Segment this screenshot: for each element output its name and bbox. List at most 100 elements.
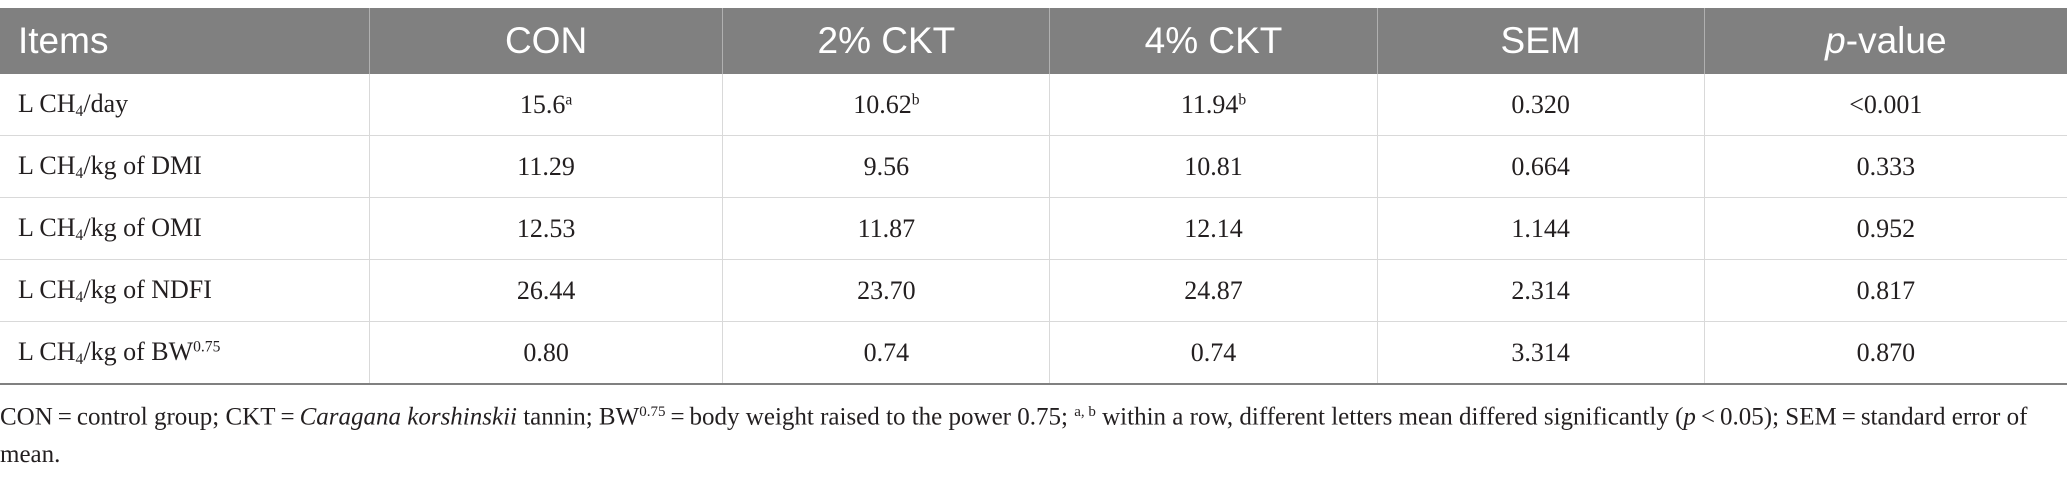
- row-label-sub: 4: [75, 350, 84, 368]
- footnote-bw-sup: 0.75: [639, 404, 666, 420]
- header-items: Items: [0, 8, 370, 74]
- row-label-sub: 4: [75, 226, 84, 244]
- row-label-post: /day: [83, 88, 129, 118]
- header-pvalue-rest: -value: [1845, 20, 1947, 61]
- cell-pvalue-value: 0.870: [1856, 337, 1916, 367]
- row-label-sub: 4: [75, 164, 84, 182]
- cell-con-letter: a: [565, 90, 573, 108]
- cell-2ckt-value: 10.62: [853, 89, 912, 119]
- cell-4ckt-value: 24.87: [1184, 275, 1243, 305]
- cell-pvalue-value: 0.817: [1856, 275, 1916, 305]
- row-label-post: /kg of DMI: [83, 150, 202, 180]
- row-label-sub: 4: [75, 288, 84, 306]
- cell-2ckt: 9.56: [722, 135, 1050, 198]
- cell-pvalue-value: <0.001: [1849, 89, 1923, 119]
- cell-con: 26.44: [368, 259, 723, 322]
- cell-2ckt: 23.70: [722, 259, 1050, 322]
- cell-2ckt-letter: b: [911, 90, 920, 108]
- cell-pvalue: 0.952: [1703, 197, 2067, 260]
- cell-sem: 1.144: [1376, 197, 1705, 260]
- row-label: L CH4/kg of DMI: [0, 135, 370, 198]
- cell-con: 0.80: [368, 321, 723, 385]
- cell-2ckt-value: 0.74: [863, 337, 910, 367]
- row-label-sup: 0.75: [193, 337, 221, 355]
- table-row: L CH4/kg of BW0.75 0.80 0.74 0.74 3.314 0.870: [0, 321, 2067, 385]
- header-2ckt: 2% CKT: [722, 8, 1050, 74]
- cell-con-value: 26.44: [516, 275, 576, 305]
- row-label-pre: L CH: [18, 274, 76, 304]
- cell-2ckt-value: 11.87: [857, 213, 916, 243]
- cell-sem: 2.314: [1376, 259, 1705, 322]
- row-label-post: /kg of BW: [83, 336, 194, 366]
- header-pvalue: p-value: [1703, 8, 2067, 74]
- table-footnote: CON = control group; CKT = Caragana kors…: [0, 393, 2050, 474]
- header-sem: SEM: [1376, 8, 1705, 74]
- cell-pvalue: <0.001: [1703, 74, 2067, 136]
- footnote-p: p: [1683, 403, 1696, 431]
- cell-2ckt-value: 23.70: [857, 275, 916, 305]
- cell-sem: 3.314: [1376, 321, 1705, 385]
- cell-sem-value: 3.314: [1511, 337, 1570, 367]
- table-row: L CH4/day 15.6a 10.62b 11.94b 0.320 <0.001: [0, 74, 2067, 136]
- row-label-pre: L CH: [18, 212, 76, 242]
- cell-4ckt-value: 12.14: [1184, 213, 1243, 243]
- footnote-species: Caragana korshinskii: [299, 403, 517, 431]
- row-label-pre: L CH: [18, 336, 76, 366]
- row-label: L CH4/kg of OMI: [0, 197, 370, 260]
- cell-con: 15.6a: [368, 74, 723, 136]
- cell-4ckt: 10.81: [1049, 135, 1378, 198]
- cell-con-value: 0.80: [523, 337, 569, 367]
- footnote-part2: tannin; BW: [516, 403, 640, 431]
- cell-sem-value: 0.320: [1511, 89, 1570, 119]
- footnote-part5: < 0.05); SEM = standard error of mean.: [0, 403, 2028, 469]
- cell-sem: 0.320: [1376, 74, 1705, 136]
- row-label-pre: L CH: [18, 88, 76, 118]
- header-4ckt: 4% CKT: [1049, 8, 1378, 74]
- cell-pvalue: 0.333: [1703, 135, 2067, 198]
- cell-pvalue-value: 0.333: [1856, 151, 1916, 181]
- cell-con-value: 15.6: [519, 89, 566, 119]
- row-label: L CH4/kg of NDFI: [0, 259, 370, 322]
- table-body: L CH4/day 15.6a 10.62b 11.94b 0.320 <0.001 L C…: [0, 74, 2067, 385]
- cell-sem-value: 1.144: [1511, 213, 1570, 243]
- cell-pvalue-value: 0.952: [1856, 213, 1916, 243]
- cell-sem: 0.664: [1376, 135, 1705, 198]
- cell-pvalue: 0.870: [1703, 321, 2067, 385]
- cell-4ckt-value: 10.81: [1184, 151, 1243, 181]
- cell-4ckt: 12.14: [1049, 197, 1378, 260]
- table-row: L CH4/kg of NDFI 26.44 23.70 24.87 2.314 0.81…: [0, 259, 2067, 322]
- cell-4ckt-letter: b: [1238, 90, 1247, 108]
- cell-pvalue: 0.817: [1703, 259, 2067, 322]
- row-label-post: /kg of NDFI: [83, 274, 212, 304]
- cell-con: 11.29: [368, 135, 723, 198]
- footnote-part4: within a row, different letters mean dif…: [1095, 403, 1684, 431]
- cell-con-value: 11.29: [517, 151, 575, 181]
- cell-sem-value: 0.664: [1511, 151, 1570, 181]
- cell-con: 12.53: [368, 197, 723, 260]
- cell-2ckt-value: 9.56: [863, 151, 910, 181]
- row-label-post: /kg of OMI: [83, 212, 202, 242]
- cell-sem-value: 2.314: [1511, 275, 1570, 305]
- footnote-ab-sup: a, b: [1074, 404, 1096, 420]
- table-row: L CH4/kg of DMI 11.29 9.56 10.81 0.664 0.333: [0, 135, 2067, 198]
- row-label-pre: L CH: [18, 150, 76, 180]
- cell-4ckt: 24.87: [1049, 259, 1378, 322]
- table-row: L CH4/kg of OMI 12.53 11.87 12.14 1.144 0.952: [0, 197, 2067, 260]
- header-pvalue-p: p: [1825, 20, 1846, 61]
- row-label-sub: 4: [75, 102, 84, 120]
- footnote-part3: = body weight raised to the power 0.75;: [665, 403, 1075, 431]
- header-con: CON: [368, 8, 723, 74]
- cell-2ckt: 11.87: [722, 197, 1050, 260]
- cell-4ckt-value: 11.94: [1180, 89, 1239, 119]
- cell-con-value: 12.53: [516, 213, 576, 243]
- methane-table: Items CON 2% CKT 4% CKT SEM p-value L CH…: [0, 8, 2067, 385]
- cell-2ckt: 0.74: [722, 321, 1050, 385]
- header-row: Items CON 2% CKT 4% CKT SEM p-value: [0, 8, 2067, 74]
- cell-4ckt: 0.74: [1049, 321, 1378, 385]
- cell-4ckt-value: 0.74: [1190, 337, 1237, 367]
- row-label: L CH4/kg of BW0.75: [0, 321, 370, 385]
- cell-2ckt: 10.62b: [722, 74, 1050, 136]
- cell-4ckt: 11.94b: [1049, 74, 1378, 136]
- footnote-part1: CON = control group; CKT =: [0, 403, 300, 431]
- data-table-container: Items CON 2% CKT 4% CKT SEM p-value L CH…: [0, 8, 2067, 385]
